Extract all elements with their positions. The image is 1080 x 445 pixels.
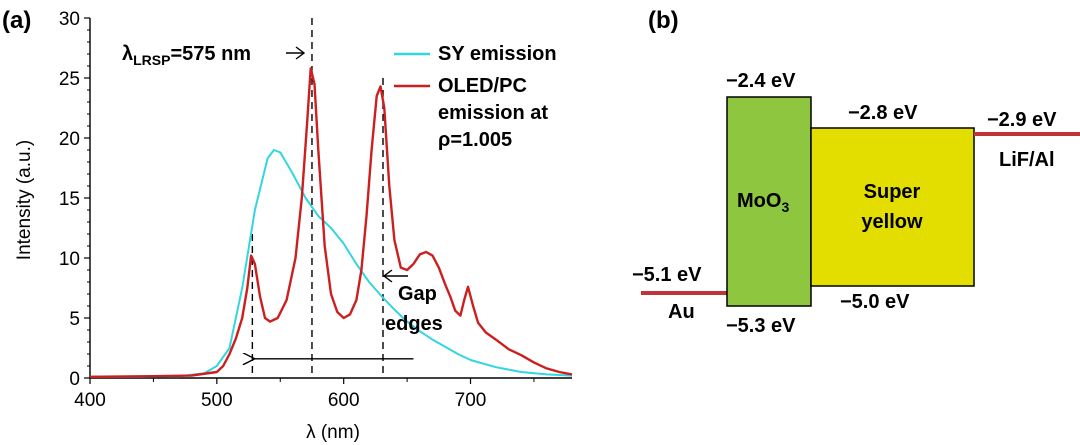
y-tick-label: 30	[59, 9, 80, 30]
sy-emission-line	[90, 149, 573, 378]
lif-al-energy-label: −2.9 eV	[987, 109, 1057, 131]
legend-entry-text: ρ=1.005	[438, 129, 512, 151]
lambda-arrow-head	[295, 46, 306, 60]
lambda-lrsp-label: λLRSP=575 nm	[122, 43, 251, 68]
oled-pc-emission-line	[89, 67, 573, 378]
x-tick-label: 500	[201, 390, 233, 411]
au-energy-label: −5.1 eV	[632, 264, 702, 286]
axes	[89, 18, 572, 379]
legend-entry-text: SY emission	[438, 43, 557, 65]
y-tick-label: 5	[69, 309, 80, 330]
y-axis-title: Intensity (a.u.)	[14, 140, 35, 260]
gap-edges-label-line2: edges	[385, 313, 443, 335]
legend-entry-text: OLED/PC	[438, 75, 527, 97]
legend-entry-text: emission at	[438, 102, 548, 124]
y-ticks: 0 5 10 15 20 25 30	[59, 9, 90, 390]
x-tick-label: 700	[455, 390, 487, 411]
y-tick-label: 25	[59, 69, 80, 90]
series-lines	[89, 67, 573, 378]
gap-edge-lines	[251, 18, 384, 378]
moo3-lumo-label: −2.4 eV	[726, 70, 796, 92]
x-tick-label: 400	[74, 390, 106, 411]
panel-b-label: (b)	[648, 7, 679, 34]
y-tick-label: 10	[59, 249, 80, 270]
y-tick-label: 20	[59, 129, 80, 150]
super-yellow-name-line1: Super	[864, 181, 921, 203]
moo3-box	[726, 96, 812, 307]
x-ticks: 400 500 600 700	[74, 378, 535, 411]
super-yellow-lumo-label: −2.8 eV	[848, 102, 918, 124]
legend: SY emission OLED/PC emission at ρ=1.005	[394, 43, 557, 151]
super-yellow-homo-label: −5.0 eV	[840, 291, 910, 313]
moo3-homo-label: −5.3 eV	[726, 315, 796, 337]
panel-a-label: (a)	[2, 7, 31, 34]
lif-al-name-label: LiF/Al	[999, 149, 1055, 171]
energy-diagram: −5.1 eV Au −2.4 eV −5.3 eV MoO3 −2.8 eV …	[632, 70, 1080, 337]
y-tick-label: 0	[69, 369, 80, 390]
x-axis-title: λ (nm)	[306, 422, 360, 443]
super-yellow-name-line2: yellow	[861, 211, 923, 233]
super-yellow-box	[810, 127, 975, 287]
moo3-name-label: MoO3	[737, 190, 789, 215]
x-tick-label: 600	[328, 390, 360, 411]
emission-chart: 400 500 600 700 0 5 10 15 20 25 30 SY emission OLE…	[14, 9, 573, 443]
y-tick-label: 15	[59, 189, 80, 210]
gap-edges-label-line1: Gap	[398, 283, 437, 305]
gap-edges-pointer-head	[382, 269, 393, 283]
au-name-label: Au	[668, 301, 695, 323]
